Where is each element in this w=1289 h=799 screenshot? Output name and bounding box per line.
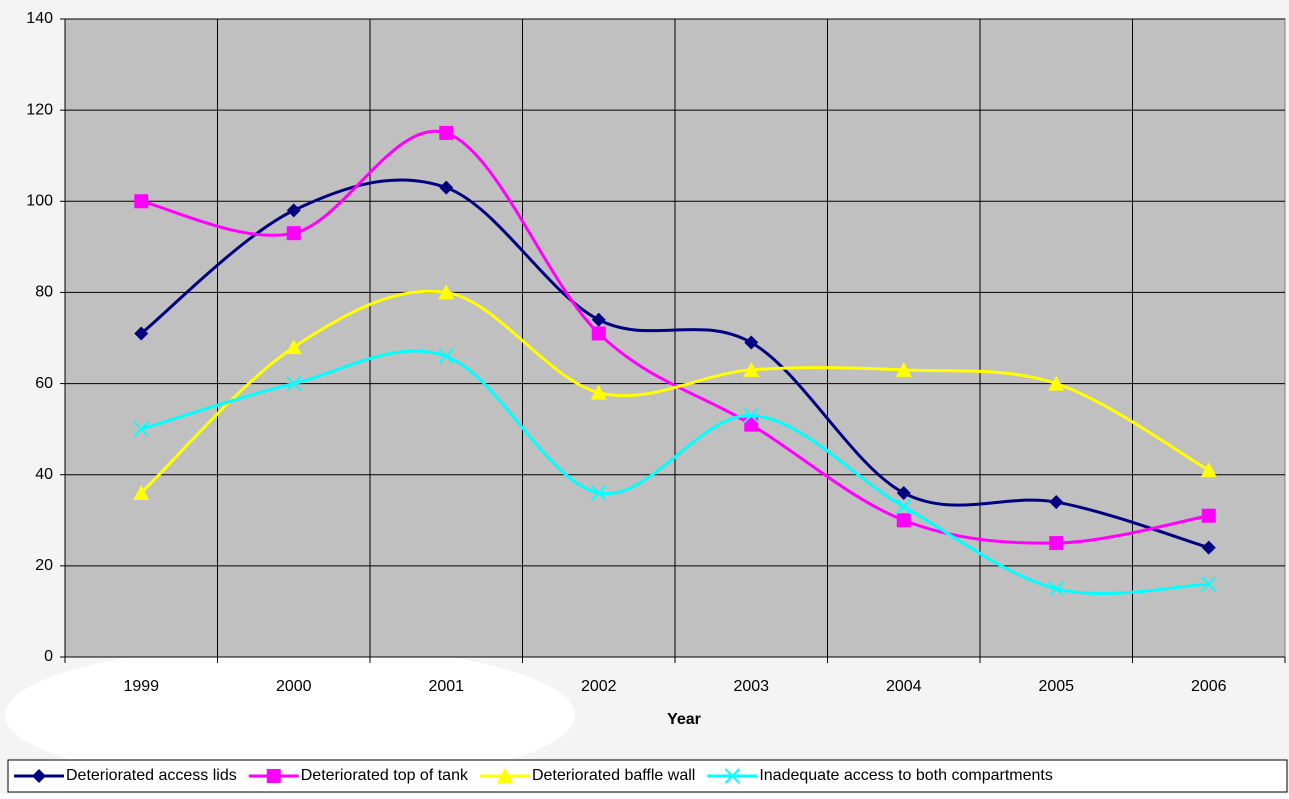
x-tick-label: 2000 — [276, 678, 312, 695]
data-point — [1048, 375, 1065, 391]
legend-marker — [32, 769, 46, 783]
data-point — [590, 384, 607, 400]
data-point — [591, 326, 606, 341]
data-point — [286, 226, 301, 241]
data-point — [286, 375, 302, 392]
y-tick-label: 100 — [26, 193, 53, 210]
data-point — [896, 513, 911, 528]
legend-label: Deteriorated access lids — [66, 767, 237, 784]
legend-label: Deteriorated top of tank — [301, 767, 469, 784]
data-point — [744, 417, 759, 432]
data-point — [134, 326, 149, 341]
y-tick-label: 80 — [35, 284, 53, 301]
data-point — [1048, 580, 1064, 597]
legend-marker — [266, 769, 281, 783]
data-point — [896, 485, 911, 500]
data-point — [438, 284, 455, 300]
series-line — [140, 289, 1210, 495]
data-point — [591, 312, 606, 327]
legend-marker — [724, 768, 741, 784]
series-line — [140, 178, 1210, 550]
data-point — [1049, 536, 1064, 551]
y-tick-label: 120 — [26, 101, 53, 118]
x-tick-label: 2005 — [1038, 678, 1074, 695]
y-tick-label: 20 — [35, 557, 53, 574]
series-line — [140, 349, 1209, 595]
data-point — [744, 335, 759, 350]
data-point — [438, 348, 454, 364]
x-tick-label: 2004 — [886, 678, 922, 695]
legend-marker — [496, 768, 513, 783]
y-tick-label: 40 — [35, 466, 53, 483]
data-point — [439, 180, 454, 195]
x-tick-label: 2001 — [428, 678, 464, 695]
data-point — [1200, 462, 1217, 478]
legend-label: Deteriorated baffle wall — [532, 767, 695, 784]
data-point — [591, 485, 607, 501]
data-point — [1201, 576, 1217, 592]
data-point — [1201, 508, 1216, 523]
data-point — [133, 421, 149, 437]
data-point — [285, 339, 302, 355]
y-tick-label: 140 — [26, 10, 53, 27]
data-point — [439, 125, 454, 140]
legend-label: Inadequate access to both compartments — [759, 767, 1053, 784]
data-point — [743, 407, 759, 424]
series-line — [140, 129, 1210, 545]
data-point — [1201, 540, 1216, 555]
x-axis-title: Year — [667, 711, 701, 728]
data-point — [133, 484, 150, 500]
data-point — [895, 361, 912, 377]
legend-box — [7, 759, 1288, 793]
x-tick-label: 2002 — [581, 678, 617, 695]
y-tick-label: 60 — [35, 375, 53, 392]
y-tick-label: 0 — [44, 648, 53, 665]
x-tick-label: 2003 — [733, 678, 769, 695]
background-ellipse — [5, 645, 575, 785]
data-point — [743, 361, 760, 377]
x-tick-label: 2006 — [1191, 678, 1227, 695]
data-point — [134, 194, 149, 209]
data-point — [1049, 495, 1064, 510]
data-point — [286, 203, 301, 218]
data-point — [896, 498, 912, 515]
x-tick-label: 1999 — [123, 678, 159, 695]
